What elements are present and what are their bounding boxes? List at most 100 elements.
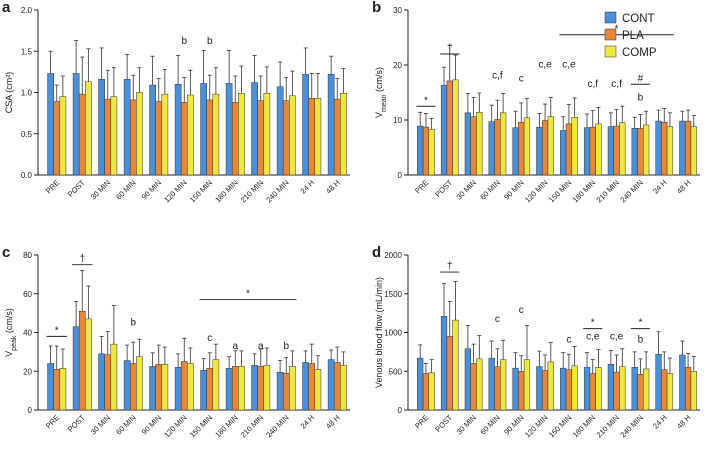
x-tick-label: 24 H xyxy=(299,178,317,196)
x-tick-label: 24 H xyxy=(651,178,669,196)
annotation: b xyxy=(638,93,644,104)
annotation: c xyxy=(495,314,500,325)
bar xyxy=(417,125,424,176)
x-tick-label: 180 MIN xyxy=(571,413,597,439)
bar xyxy=(187,94,194,176)
bar xyxy=(174,84,182,176)
bar xyxy=(53,369,61,411)
x-tick-label: 90 MIN xyxy=(140,413,163,436)
x-tick-label: 240 MIN xyxy=(618,178,644,204)
bar xyxy=(422,373,430,411)
bar xyxy=(690,371,697,411)
bar xyxy=(282,100,290,176)
bar xyxy=(666,373,674,411)
bar xyxy=(607,126,614,176)
y-label-sub: mean xyxy=(381,94,388,112)
bar xyxy=(637,374,644,411)
x-tick-label: 90 MIN xyxy=(140,178,163,201)
bar xyxy=(583,127,591,176)
bar xyxy=(661,121,668,176)
y-label-text: Venous blood flow (mL/min) xyxy=(374,277,384,388)
annotation: b xyxy=(130,318,136,329)
y-axis-label: Venous blood flow (mL/min) xyxy=(374,277,384,388)
legend-swatch xyxy=(604,11,617,24)
bar xyxy=(494,119,501,176)
legend-swatch xyxy=(604,45,617,58)
bar xyxy=(512,367,519,411)
bar xyxy=(476,112,483,176)
bar xyxy=(231,366,239,411)
bar xyxy=(302,74,309,176)
annotation: a xyxy=(258,341,264,352)
bar xyxy=(619,122,626,176)
bar xyxy=(212,359,220,411)
x-tick-label: 240 MIN xyxy=(618,413,644,439)
panel-label: c xyxy=(2,244,10,261)
bar xyxy=(595,367,602,411)
bar xyxy=(541,120,549,176)
bar xyxy=(302,362,309,411)
y-axis-label: CSA (cm²) xyxy=(4,72,14,114)
bar xyxy=(631,128,638,176)
x-tick-label: 240 MIN xyxy=(264,178,290,204)
bar xyxy=(643,368,650,411)
x-tick-label: 30 MIN xyxy=(455,178,478,201)
bar xyxy=(655,353,662,411)
annotation: c,f xyxy=(611,79,622,90)
x-tick-label: 24 H xyxy=(299,413,317,431)
bar xyxy=(129,99,137,176)
legend-label: COMP xyxy=(622,47,657,59)
bar xyxy=(276,371,284,411)
x-tick-label: 210 MIN xyxy=(239,413,265,439)
annotation: * xyxy=(638,318,642,329)
bar xyxy=(547,116,554,176)
annotation: * xyxy=(615,24,619,35)
y-tick-label: 2.0 xyxy=(21,6,33,15)
bar xyxy=(661,369,668,411)
annotation: * xyxy=(55,325,59,336)
annotation: c,e xyxy=(538,60,552,71)
annotation: # xyxy=(638,73,644,84)
bar xyxy=(619,366,626,411)
y-tick-label: 40 xyxy=(23,329,32,338)
annotation: c,e xyxy=(586,332,600,343)
x-tick-label: 210 MIN xyxy=(595,178,621,204)
y-label-suffix: (cm/s) xyxy=(374,67,384,95)
bar xyxy=(494,366,501,411)
bar xyxy=(47,73,54,176)
bar xyxy=(206,99,214,176)
x-tick-label: 48 H xyxy=(675,178,693,196)
bar xyxy=(78,93,86,176)
bar xyxy=(155,101,163,176)
x-tick-label: 150 MIN xyxy=(188,413,214,439)
bar xyxy=(417,357,424,411)
bar xyxy=(155,364,163,411)
bar xyxy=(161,93,169,176)
x-tick-label: PRE xyxy=(413,413,430,430)
x-tick-label: PRE xyxy=(44,178,61,195)
bar xyxy=(571,365,578,411)
y-tick-label: 10 xyxy=(393,116,402,125)
bar xyxy=(200,83,207,176)
bar xyxy=(180,102,188,176)
bar xyxy=(314,98,322,176)
bar xyxy=(59,368,67,411)
bar xyxy=(500,359,507,411)
bar xyxy=(314,369,322,411)
y-label-sub: peak xyxy=(11,335,18,351)
annotation: c,e xyxy=(562,60,576,71)
bar xyxy=(446,80,453,176)
x-tick-label: 48 H xyxy=(324,413,342,431)
bar xyxy=(470,116,477,176)
bar xyxy=(289,366,296,411)
legend-label: PLA xyxy=(622,30,644,42)
bar xyxy=(327,74,335,176)
x-tick-label: POST xyxy=(433,413,454,434)
bar xyxy=(512,127,519,176)
bar xyxy=(72,326,80,411)
bar xyxy=(560,367,567,411)
bar xyxy=(327,359,335,411)
bar xyxy=(257,366,265,411)
bar xyxy=(565,123,573,176)
bar xyxy=(523,117,531,176)
